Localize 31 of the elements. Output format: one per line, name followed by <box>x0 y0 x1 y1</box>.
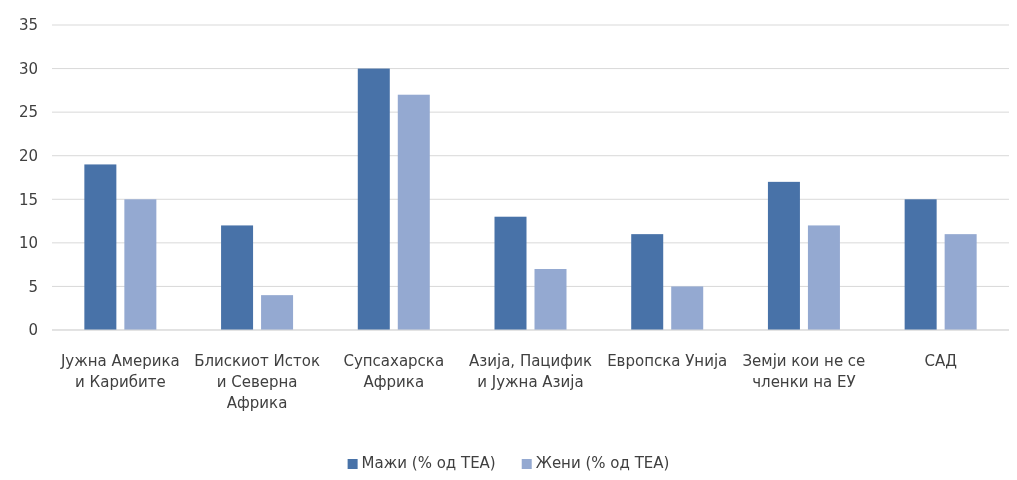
y-tick-label: 10 <box>18 234 38 253</box>
bar <box>631 234 664 330</box>
bar <box>221 225 254 330</box>
bar <box>124 199 157 330</box>
x-tick-label: Земји кои не се членки на ЕУ <box>742 352 866 391</box>
bar <box>904 199 937 330</box>
y-tick-label: 25 <box>18 103 38 122</box>
bar <box>357 68 390 330</box>
x-tick-label: САД <box>924 352 957 370</box>
y-tick-label: 15 <box>18 190 38 209</box>
bar <box>767 181 800 330</box>
x-tick-label: Азија, Пацифик и Јужна Азија <box>469 352 592 391</box>
bar <box>534 269 567 330</box>
bar <box>84 164 117 330</box>
y-tick-label: 0 <box>28 321 38 340</box>
bar <box>807 225 840 330</box>
y-tick-label: 35 <box>18 16 38 35</box>
x-tick-label: Блискиот Исток и Северна Африка <box>194 352 320 412</box>
legend-label: Мажи (% од ТЕА) <box>361 454 496 472</box>
y-tick-label: 30 <box>18 59 38 78</box>
x-tick-label: Супсахарска Африка <box>343 352 445 391</box>
y-tick-label: 20 <box>18 147 38 166</box>
bar <box>397 94 430 330</box>
bar <box>494 216 527 330</box>
bar <box>944 234 977 330</box>
legend-label: Жени (% од ТЕА) <box>535 454 670 472</box>
y-tick-label: 5 <box>28 277 38 296</box>
x-tick-label: Европска Унија <box>607 352 728 370</box>
x-tick-label: Јужна Америка и Карибите <box>59 352 180 391</box>
bar <box>671 286 704 330</box>
bar <box>261 295 294 330</box>
